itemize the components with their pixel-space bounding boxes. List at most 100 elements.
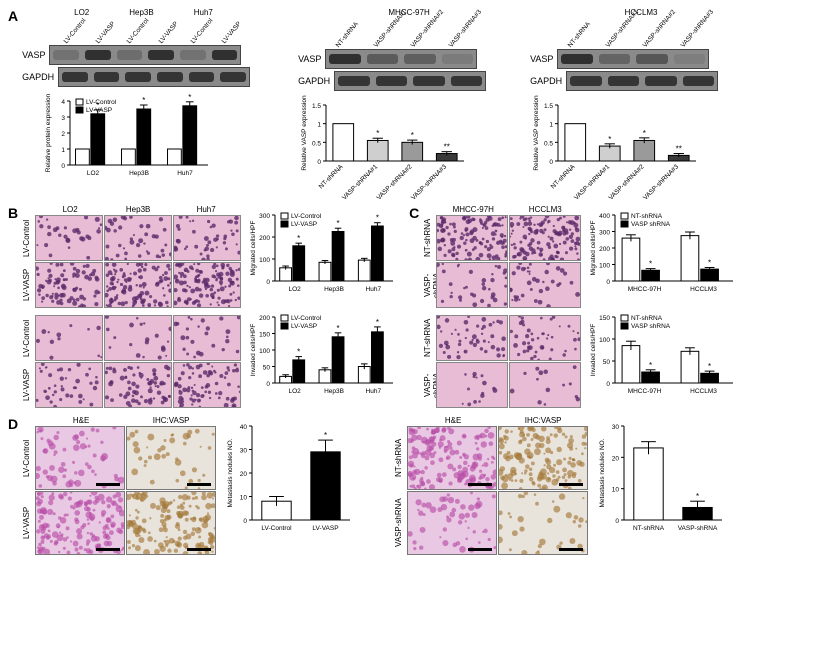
panel-d-label: D [8,416,18,432]
lane-label: NT-shRNA [335,16,364,49]
transwell-image [104,215,172,261]
svg-text:0: 0 [62,163,66,170]
svg-text:30: 30 [240,448,248,455]
svg-text:0: 0 [267,279,271,286]
protein-label: VASP [530,54,553,64]
svg-text:1: 1 [62,147,66,154]
transwell-image [35,315,103,361]
svg-text:4: 4 [62,99,66,106]
histology-image [407,426,497,490]
transwell-image [173,315,241,361]
lane-label: LV-Control [189,16,215,45]
histology-image [407,491,497,555]
svg-text:150: 150 [599,315,610,322]
svg-text:Huh7: Huh7 [366,286,382,293]
lane-labels: NT-shRNAVASP-shRNA#1VASP-shRNA#2VASP-shR… [340,17,490,49]
svg-text:*: * [649,361,652,370]
svg-text:NT-shRNA: NT-shRNA [633,525,665,532]
panel-d-left: H&EIHC:VASPLV-ControlLV-VASP010203040*LV… [22,416,354,555]
svg-text:400: 400 [599,213,610,220]
svg-text:0: 0 [607,279,611,286]
svg-text:VASP-shRNA#3: VASP-shRNA#3 [642,163,680,201]
svg-text:0: 0 [267,381,271,388]
transwell-image [173,262,241,308]
svg-text:Migrated cells/HPF: Migrated cells/HPF [590,221,597,276]
lane-label: VASP-shRNA#1 [604,16,633,49]
svg-text:HCCLM3: HCCLM3 [690,286,717,293]
svg-text:*: * [337,324,340,333]
panel-c-grid: MHCC-97HHCCLM3NT-shRNAVASP-shRNANT-shRNA… [423,205,581,408]
svg-text:1.5: 1.5 [312,103,321,110]
western-blot-vasp [325,49,477,69]
svg-text:*: * [376,318,379,327]
svg-text:0: 0 [607,381,611,388]
svg-text:*: * [696,492,699,501]
svg-text:*: * [643,129,646,138]
lane-labels: LV-ControlLV-VASPLV-ControlLV-VASPLV-Con… [68,17,258,45]
lane-label: LV-Control [126,16,152,45]
svg-text:Relative VASP expression: Relative VASP expression [533,95,540,171]
histology-image [498,426,588,490]
svg-text:3: 3 [62,115,66,122]
svg-text:LV-VASP: LV-VASP [291,323,317,330]
panel-bc-row: B LO2Hep3BHuh7LV-ControlLV-VASPLV-Contro… [8,205,816,408]
lane-label: VASP-shRNA#3 [679,16,708,49]
svg-text:Metastasis nodules NO.: Metastasis nodules NO. [599,438,606,507]
svg-text:Huh7: Huh7 [366,388,382,395]
protein-label: GAPDH [530,76,562,86]
svg-text:20: 20 [240,471,248,478]
svg-text:Metastasis nodules NO.: Metastasis nodules NO. [227,438,234,507]
protein-label: VASP [22,50,45,60]
svg-text:**: ** [676,145,682,154]
transwell-image [509,315,581,361]
transwell-image [104,315,172,361]
transwell-image [35,362,103,408]
svg-text:100: 100 [259,348,270,355]
bar-chart-a-right: 00.511.5****NT-shRNAVASP-shRNA#1VASP-shR… [530,95,722,197]
svg-text:50: 50 [263,365,271,372]
svg-text:*: * [142,96,145,105]
svg-text:*: * [324,431,327,440]
western-blot-gapdh [58,67,250,87]
svg-text:150: 150 [259,332,270,339]
bar-chart-a-left: 01234***LV-ControlLV-VASPLO2Hep3BHuh7Rel… [42,91,258,183]
svg-text:Invaded cells/HPF: Invaded cells/HPF [250,324,257,377]
svg-text:*: * [297,348,300,357]
lane-label: NT-shRNA [567,16,596,49]
panel-b: LO2Hep3BHuh7LV-ControlLV-VASPLV-ControlL… [22,205,241,408]
svg-text:200: 200 [259,235,270,242]
panel-a-left: LO2 Hep3B Huh7 LV-ControlLV-VASPLV-Contr… [22,8,258,183]
transwell-image [436,315,508,361]
lane-label: LV-VASP [221,16,247,45]
western-blot-vasp [557,49,709,69]
svg-text:100: 100 [599,263,610,270]
transwell-image [509,215,581,261]
transwell-image [35,262,103,308]
svg-text:100: 100 [599,337,610,344]
svg-text:0: 0 [244,518,248,525]
svg-text:NT-shRNA: NT-shRNA [631,315,663,322]
svg-text:MHCC-97H: MHCC-97H [628,388,662,395]
lane-label: VASP-shRNA#2 [410,16,439,49]
panel-c-bars: 0100200300400**NT-shRNAVASP shRNAMHCC-97… [587,205,737,401]
panel-b-label: B [8,205,18,221]
western-blot-gapdh [566,71,718,91]
svg-text:Hep3B: Hep3B [129,170,149,177]
svg-text:LV-VASP: LV-VASP [313,525,339,532]
panel-c-label: C [409,205,419,221]
cell-line-title: MHCC-97H [328,8,490,17]
svg-text:LV-Control: LV-Control [262,525,293,532]
svg-text:Huh7: Huh7 [177,170,193,177]
transwell-image [104,362,172,408]
svg-text:Invaded cells/HPF: Invaded cells/HPF [590,324,597,377]
svg-text:300: 300 [599,230,610,237]
panel-a: A LO2 Hep3B Huh7 LV-ControlLV-VASPLV-Con… [8,8,816,197]
svg-text:20: 20 [612,455,620,462]
transwell-image [436,262,508,308]
transwell-image [436,215,508,261]
transwell-image [173,362,241,408]
svg-text:NT-shRNA: NT-shRNA [318,163,345,190]
transwell-image [509,262,581,308]
panel-c: MHCC-97HHCCLM3NT-shRNAVASP-shRNANT-shRNA… [423,205,581,408]
svg-text:LO2: LO2 [87,170,100,177]
